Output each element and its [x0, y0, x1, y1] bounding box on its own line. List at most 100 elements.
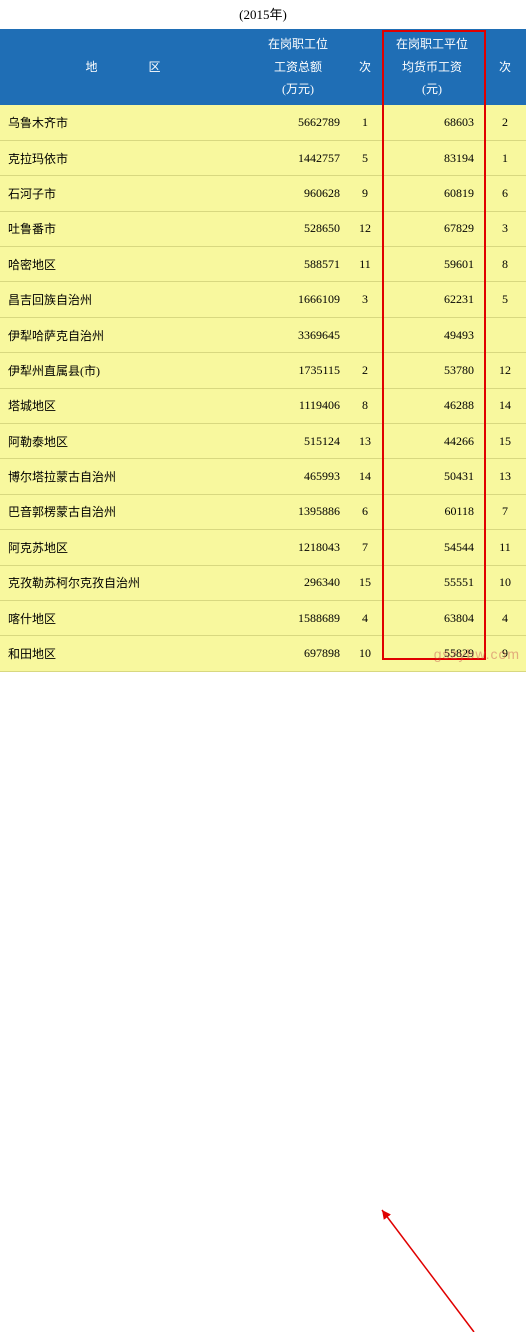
- header-rank1: 次: [350, 56, 380, 79]
- cell-rank1: 7: [350, 530, 380, 565]
- cell-rank2: 6: [484, 176, 526, 211]
- header-region-right: 区: [148, 56, 160, 79]
- cell-total: 3369645: [246, 317, 350, 352]
- cell-region: 阿克苏地区: [0, 530, 246, 565]
- cell-rank1: 5: [350, 140, 380, 175]
- cell-rank2: 10: [484, 565, 526, 600]
- header-rank2: 次: [484, 56, 526, 79]
- table-row: 伊犁哈萨克自治州3369645 49493: [0, 317, 526, 352]
- cell-rank1: [350, 317, 380, 352]
- cell-total: 465993: [246, 459, 350, 494]
- cell-region: 乌鲁木齐市: [0, 105, 246, 140]
- cell-rank1: 2: [350, 353, 380, 388]
- header-total-l3: (万元): [246, 78, 350, 101]
- table-row: 克拉玛依市14427575831941: [0, 140, 526, 175]
- cell-region: 博尔塔拉蒙古自治州: [0, 459, 246, 494]
- cell-avg: 83194: [380, 140, 484, 175]
- cell-total: 588571: [246, 247, 350, 282]
- table-row: 昌吉回族自治州16661093622315: [0, 282, 526, 317]
- table-row: 乌鲁木齐市56627891686032: [0, 105, 526, 140]
- cell-total: 296340: [246, 565, 350, 600]
- cell-rank2: 1: [484, 140, 526, 175]
- cell-rank2: 4: [484, 600, 526, 635]
- cell-region: 巴音郭楞蒙古自治州: [0, 494, 246, 529]
- header-region-left: 地: [85, 56, 97, 79]
- cell-rank2: 3: [484, 211, 526, 246]
- table-row: 巴音郭楞蒙古自治州13958866601187: [0, 494, 526, 529]
- cell-avg: 50431: [380, 459, 484, 494]
- cell-rank1: 11: [350, 247, 380, 282]
- cell-rank1: 8: [350, 388, 380, 423]
- cell-total: 1119406: [246, 388, 350, 423]
- cell-rank2: 12: [484, 353, 526, 388]
- cell-region: 哈密地区: [0, 247, 246, 282]
- cell-avg: 60118: [380, 494, 484, 529]
- cell-total: 1442757: [246, 140, 350, 175]
- cell-avg: 53780: [380, 353, 484, 388]
- cell-rank2: 5: [484, 282, 526, 317]
- cell-rank1: 14: [350, 459, 380, 494]
- cell-rank1: 13: [350, 424, 380, 459]
- cell-region: 伊犁哈萨克自治州: [0, 317, 246, 352]
- cell-total: 960628: [246, 176, 350, 211]
- cell-avg: 67829: [380, 211, 484, 246]
- cell-rank1: 9: [350, 176, 380, 211]
- cell-rank2: 7: [484, 494, 526, 529]
- header-avg-l2: 均货币工资: [380, 56, 484, 79]
- cell-rank2: 8: [484, 247, 526, 282]
- table-row: 克孜勒苏柯尔克孜自治州296340155555110: [0, 565, 526, 600]
- header-total-l2: 工资总额: [246, 56, 350, 79]
- cell-rank2: 13: [484, 459, 526, 494]
- header-avg-l3: (元): [380, 78, 484, 101]
- cell-rank1: 3: [350, 282, 380, 317]
- cell-region: 喀什地区: [0, 600, 246, 635]
- cell-avg: 62231: [380, 282, 484, 317]
- cell-rank2: [484, 317, 526, 352]
- header-avg: 在岗职工平位 均货币工资 (元): [380, 33, 484, 101]
- header-total-l1: 在岗职工位: [246, 33, 350, 56]
- cell-region: 阿勒泰地区: [0, 424, 246, 459]
- cell-total: 1588689: [246, 600, 350, 635]
- cell-avg: 63804: [380, 600, 484, 635]
- cell-total: 1395886: [246, 494, 350, 529]
- table-row: 博尔塔拉蒙古自治州465993145043113: [0, 459, 526, 494]
- cell-region: 塔城地区: [0, 388, 246, 423]
- cell-region: 石河子市: [0, 176, 246, 211]
- cell-total: 5662789: [246, 105, 350, 140]
- cell-avg: 68603: [380, 105, 484, 140]
- header-avg-l1: 在岗职工平位: [380, 33, 484, 56]
- cell-rank2: 15: [484, 424, 526, 459]
- cell-region: 克孜勒苏柯尔克孜自治州: [0, 565, 246, 600]
- cell-avg: 59601: [380, 247, 484, 282]
- table-row: 塔城地区111940684628814: [0, 388, 526, 423]
- table-row: 阿克苏地区121804375454411: [0, 530, 526, 565]
- annotation-arrow: [0, 672, 526, 1332]
- table-row: 喀什地区15886894638044: [0, 600, 526, 635]
- table-row: 吐鲁番市52865012678293: [0, 211, 526, 246]
- cell-rank2: 2: [484, 105, 526, 140]
- header-total: 在岗职工位 工资总额 (万元): [246, 33, 350, 101]
- cell-total: 515124: [246, 424, 350, 459]
- cell-total: 1218043: [246, 530, 350, 565]
- cell-avg: 54544: [380, 530, 484, 565]
- header-region: 地 区: [0, 56, 246, 79]
- cell-avg: 60819: [380, 176, 484, 211]
- year-caption: (2015年): [0, 0, 526, 29]
- table-row: 伊犁州直属县(市)173511525378012: [0, 353, 526, 388]
- cell-region: 克拉玛依市: [0, 140, 246, 175]
- cell-rank2: 11: [484, 530, 526, 565]
- cell-total: 1735115: [246, 353, 350, 388]
- cell-rank1: 4: [350, 600, 380, 635]
- cell-rank2: 14: [484, 388, 526, 423]
- cell-avg: 55551: [380, 565, 484, 600]
- cell-region: 伊犁州直属县(市): [0, 353, 246, 388]
- cell-avg: 49493: [380, 317, 484, 352]
- cell-rank1: 15: [350, 565, 380, 600]
- cell-avg: 46288: [380, 388, 484, 423]
- cell-rank1: 6: [350, 494, 380, 529]
- cell-region: 吐鲁番市: [0, 211, 246, 246]
- cell-total: 528650: [246, 211, 350, 246]
- table-row: 哈密地区58857111596018: [0, 247, 526, 282]
- wage-table: 地 区 在岗职工位 工资总额 (万元) 次 在岗职工平位 均货币工资 (元): [0, 29, 526, 672]
- table-header-row: 地 区 在岗职工位 工资总额 (万元) 次 在岗职工平位 均货币工资 (元): [0, 29, 526, 105]
